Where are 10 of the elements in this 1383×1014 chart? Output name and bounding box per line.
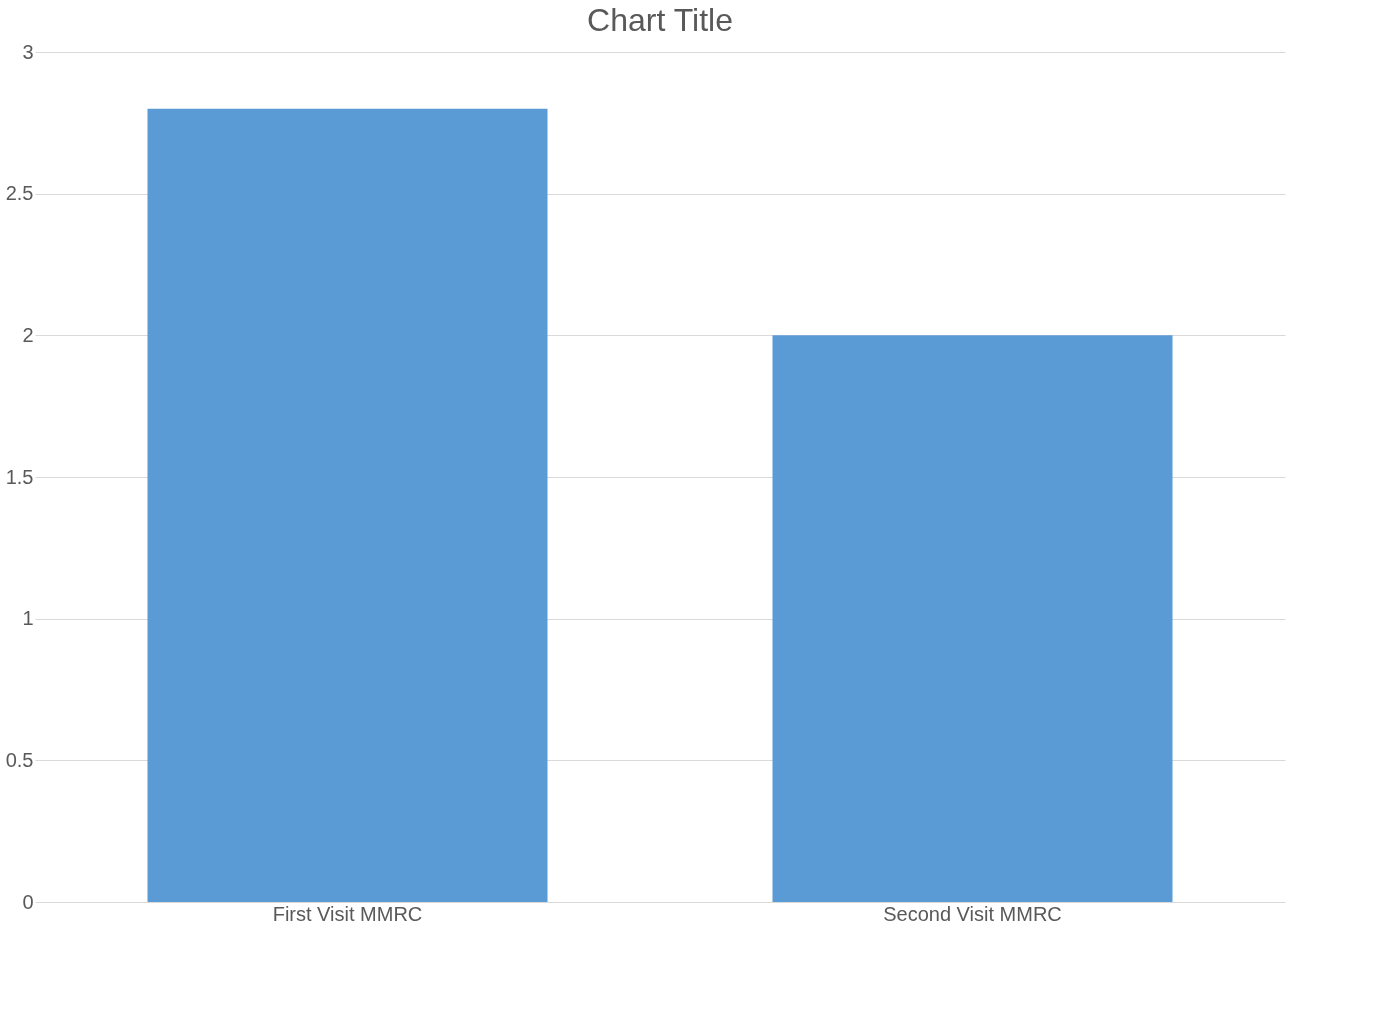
y-tick-label: 2.5 [5,182,34,205]
y-tick-label: 1.5 [5,465,34,488]
x-tick-label: First Visit MMRC [272,902,423,925]
y-tick-label: 3 [22,40,34,63]
y-tick-label: 0 [22,890,34,913]
chart-title: Chart Title [587,2,733,38]
y-tick-label: 0.5 [5,748,34,771]
y-tick-label: 2 [22,323,34,346]
y-tick-label: 1 [22,607,34,630]
x-tick-label: Second Visit MMRC [883,902,1062,925]
